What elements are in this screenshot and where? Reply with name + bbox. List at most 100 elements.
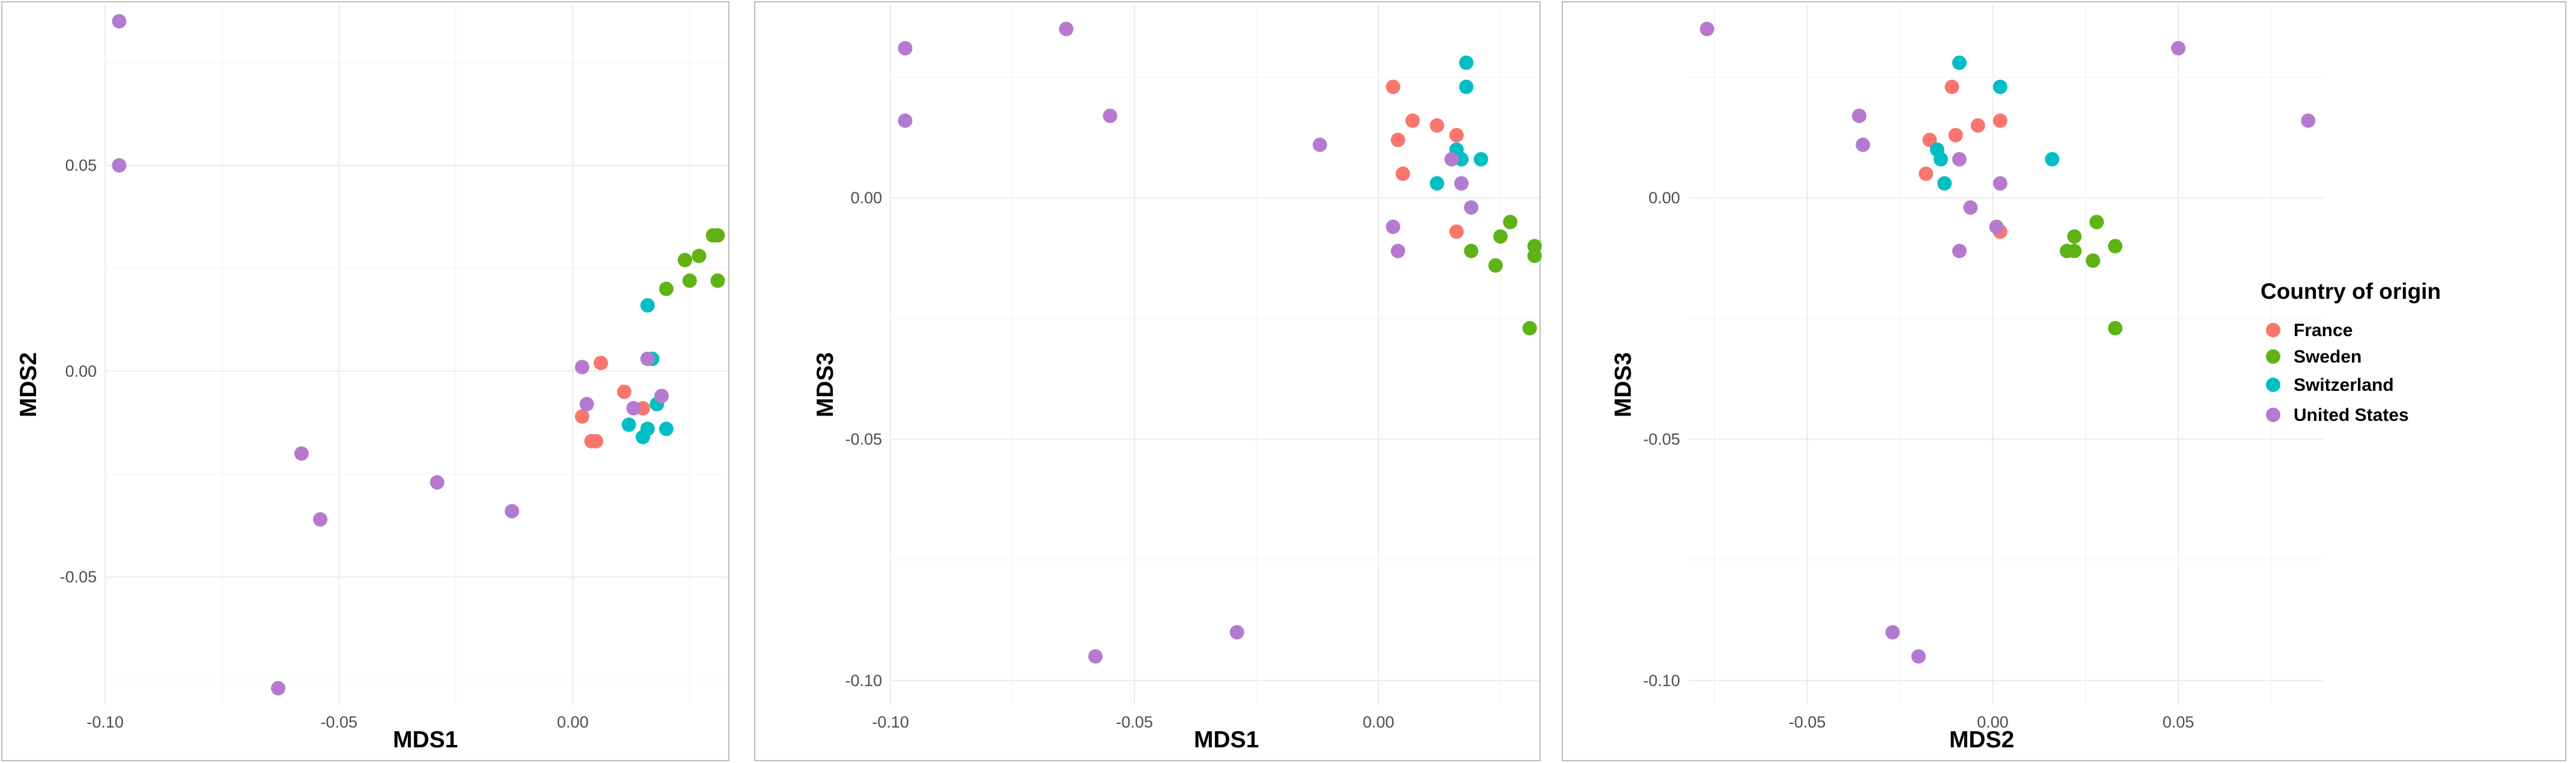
y-tick-label: 0.00: [850, 189, 882, 207]
legend-key-united-states: [2266, 408, 2280, 422]
point-united-states: [270, 681, 285, 696]
legend-label-switzerland: Switzerland: [2294, 375, 2394, 395]
x-tick-label: -0.05: [320, 713, 358, 731]
point-sweden: [677, 253, 692, 268]
y-tick-label: -0.10: [845, 672, 882, 690]
y-tick-label: -0.05: [1643, 430, 1680, 448]
point-france: [617, 384, 632, 399]
x-tick-label: 0.00: [1977, 713, 2009, 731]
panel-2-x-ticks: -0.10 -0.05 0.00: [872, 713, 1394, 731]
point-sweden: [2086, 253, 2101, 268]
point-united-states: [312, 512, 327, 527]
panel-mds1-mds3: -0.10 -0.05 0.00 -0.10 -0.05 0.00 MDS1 MDS3: [754, 1, 1542, 761]
x-tick-label: -0.10: [872, 713, 909, 731]
point-sweden: [682, 273, 697, 288]
point-united-states: [626, 401, 641, 416]
point-sweden: [659, 281, 674, 296]
panel-2-points: [898, 22, 1542, 664]
point-france: [1395, 166, 1410, 181]
legend-label-sweden: Sweden: [2294, 347, 2361, 367]
panel-3-y-axis-title: MDS3: [1610, 352, 1636, 417]
point-united-states: [1885, 625, 1900, 640]
point-united-states: [2301, 113, 2316, 128]
panel-2-y-ticks: -0.10 -0.05 0.00: [845, 189, 882, 690]
point-france: [1386, 79, 1401, 94]
point-united-states: [898, 113, 913, 128]
point-united-states: [1699, 22, 1714, 37]
point-sweden: [1464, 244, 1479, 259]
point-switzerland: [659, 421, 674, 437]
y-tick-label: -0.10: [1643, 672, 1680, 690]
point-united-states: [505, 504, 520, 519]
point-switzerland: [1473, 152, 1488, 167]
y-tick-label: 0.00: [65, 362, 97, 380]
point-united-states: [1088, 649, 1103, 664]
point-switzerland: [1459, 79, 1474, 94]
point-united-states: [1952, 244, 1967, 259]
point-france: [1449, 127, 1464, 142]
x-tick-label: 0.05: [2163, 713, 2194, 731]
point-united-states: [112, 158, 127, 173]
point-switzerland: [1993, 79, 2008, 94]
point-united-states: [1989, 219, 2004, 234]
panel-2-frame: [754, 1, 1541, 761]
point-france: [1449, 224, 1464, 239]
point-united-states: [1103, 108, 1118, 123]
point-france: [1919, 166, 1934, 181]
panel-3-y-ticks: -0.10 -0.05 0.00: [1643, 189, 1680, 690]
point-sweden: [2067, 244, 2082, 259]
point-united-states: [898, 41, 913, 56]
y-tick-label: 0.05: [65, 156, 97, 174]
point-switzerland: [640, 421, 655, 437]
point-france: [1430, 118, 1445, 133]
point-switzerland: [1952, 55, 1967, 70]
panel-1-points: [112, 14, 725, 696]
point-france: [589, 434, 604, 449]
point-france: [593, 355, 608, 370]
panel-1-grid: [105, 5, 727, 705]
point-united-states: [1856, 137, 1871, 152]
point-france: [1390, 132, 1405, 147]
point-united-states: [1911, 649, 1926, 664]
point-sweden: [1527, 248, 1542, 263]
legend: Country of origin France Sweden Switzerl…: [2261, 279, 2441, 425]
point-france: [1405, 113, 1420, 128]
panel-1-y-ticks: -0.05 0.00 0.05: [59, 156, 97, 586]
panel-2-y-axis-title: MDS3: [812, 352, 838, 417]
y-tick-label: -0.05: [845, 430, 882, 448]
point-united-states: [1386, 219, 1401, 234]
panel-1-x-axis-title: MDS1: [393, 727, 458, 753]
panel-1-frame: [1, 1, 729, 761]
legend-key-france: [2266, 323, 2280, 337]
point-united-states: [654, 388, 669, 403]
x-tick-label: 0.00: [557, 713, 589, 731]
point-united-states: [1059, 22, 1074, 37]
point-france: [1970, 118, 1985, 133]
panel-mds2-mds3: -0.10 -0.05 0.00 -0.05 0.00 0.05 MDS2 MDS3 C…: [1562, 1, 2566, 761]
x-tick-label: -0.05: [1789, 713, 1826, 731]
point-united-states: [1993, 176, 2008, 191]
point-sweden: [692, 248, 707, 263]
legend-title: Country of origin: [2261, 279, 2441, 304]
y-tick-label: 0.00: [1648, 189, 1680, 207]
panel-3-points: [1699, 22, 2316, 664]
point-united-states: [574, 360, 589, 375]
point-united-states: [1952, 152, 1967, 167]
panel-3-frame: [1562, 1, 2566, 761]
point-sweden: [1522, 320, 1537, 336]
point-united-states: [1963, 200, 1978, 215]
point-sweden: [2067, 229, 2082, 244]
point-united-states: [640, 351, 655, 366]
panel-1-y-axis-title: MDS2: [16, 352, 41, 417]
point-united-states: [112, 14, 127, 29]
legend-key-switzerland: [2266, 378, 2280, 392]
point-switzerland: [1430, 176, 1445, 191]
point-united-states: [1464, 200, 1479, 215]
point-switzerland: [621, 417, 636, 432]
x-tick-label: -0.10: [87, 713, 124, 731]
point-united-states: [1852, 108, 1867, 123]
panel-3-x-ticks: -0.05 0.00 0.05: [1789, 713, 2194, 731]
point-sweden: [1503, 215, 1518, 230]
point-sweden: [2108, 320, 2123, 336]
point-sweden: [1493, 229, 1508, 244]
